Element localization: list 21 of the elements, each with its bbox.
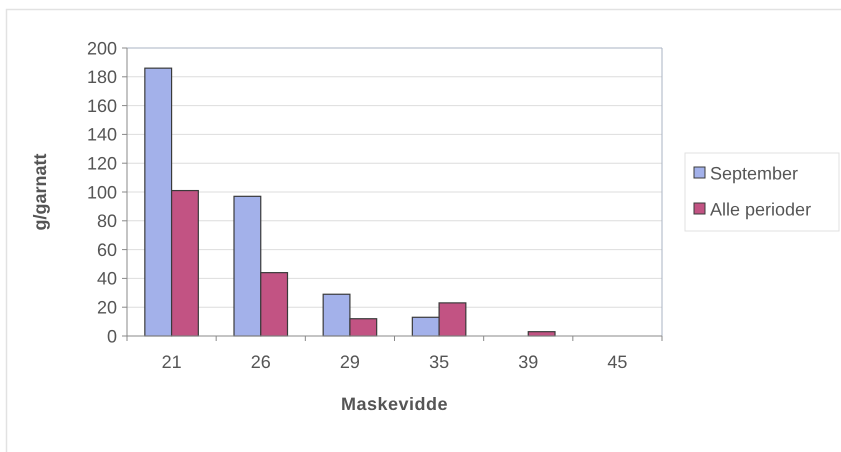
- x-tick-label: 39: [518, 352, 538, 372]
- legend-label: Alle perioder: [710, 199, 812, 220]
- y-axis-title: g/garnatt: [30, 153, 50, 231]
- y-tick-label: 160: [86, 96, 117, 116]
- x-tick-label: 26: [250, 352, 271, 372]
- x-axis-title: Maskevidde: [340, 394, 448, 414]
- y-tick-label: 120: [86, 154, 117, 174]
- x-tick-label: 29: [340, 352, 360, 372]
- y-tick-label: 0: [106, 326, 117, 346]
- y-tick-label: 60: [96, 240, 117, 260]
- y-tick-label: 40: [96, 268, 117, 289]
- y-tick-label: 200: [86, 38, 117, 58]
- legend-label: September: [710, 163, 798, 184]
- y-tick-label: 140: [86, 124, 117, 145]
- x-tick-label: 35: [429, 352, 450, 372]
- x-tick-label: 21: [162, 352, 182, 372]
- x-tick-label: 45: [607, 352, 628, 372]
- y-tick-label: 20: [96, 298, 117, 318]
- y-tick-label: 180: [86, 67, 117, 88]
- y-tick-label: 100: [86, 182, 117, 202]
- y-tick-label: 80: [96, 211, 117, 232]
